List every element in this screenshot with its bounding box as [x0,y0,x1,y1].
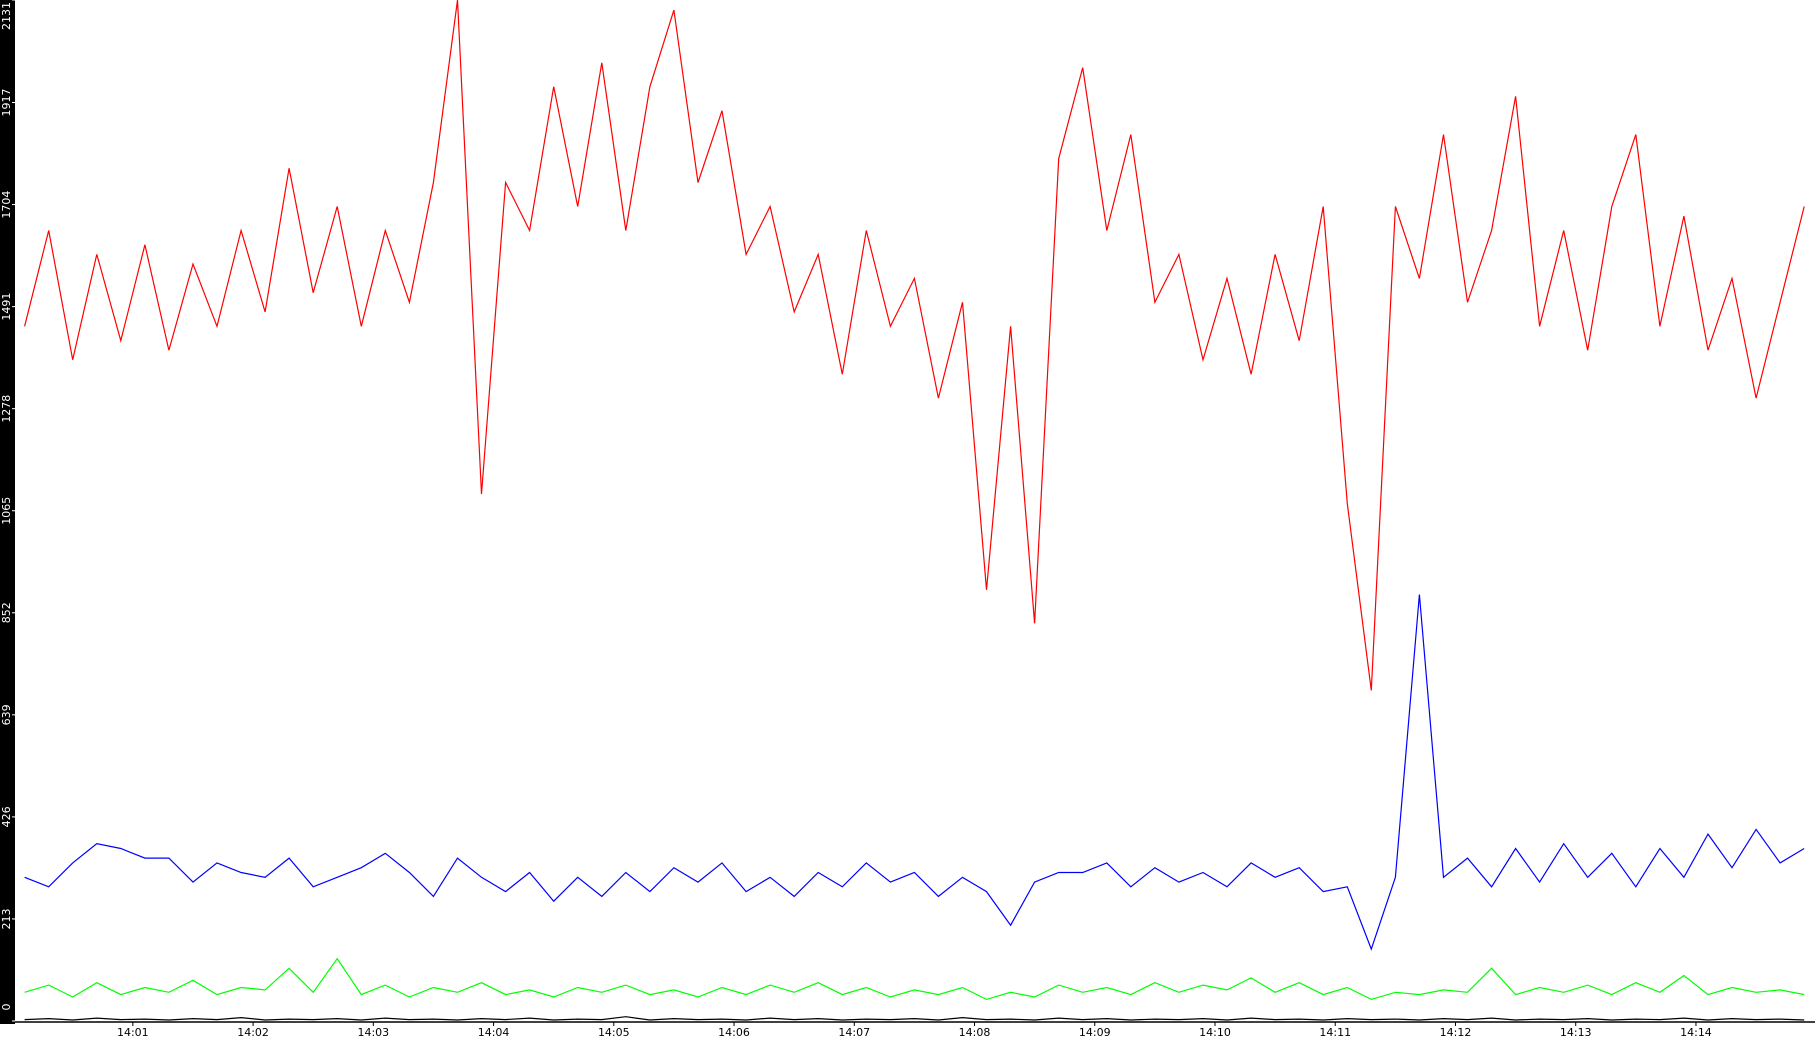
x-tick-label: 14:08 [959,1026,991,1039]
x-tick-label: 14:05 [598,1026,630,1039]
series-line [24,594,1805,951]
x-tick-label: 14:01 [117,1026,149,1039]
y-tick-label: 1491 [0,293,13,321]
x-tick-label: 14:10 [1199,1026,1231,1039]
x-tick-label: 14:14 [1680,1026,1712,1039]
x-tick-label: 14:03 [357,1026,389,1039]
y-tick-label: 1065 [0,497,13,525]
y-tick-label: 2131 [0,2,13,30]
y-tick-label: 639 [0,704,13,725]
y-axis-strip [0,0,15,1024]
x-tick-label: 14:04 [478,1026,510,1039]
y-tick-label: 0 [0,1004,13,1011]
series-line [24,957,1805,1001]
y-tick-label: 852 [0,602,13,623]
x-tick-label: 14:13 [1560,1026,1592,1039]
x-tick-label: 14:12 [1440,1026,1472,1039]
x-tick-label: 14:06 [718,1026,750,1039]
y-tick-label: 213 [0,908,13,929]
series-line [24,1016,1805,1021]
x-tick-label: 14:09 [1079,1026,1111,1039]
y-tick-label: 1917 [0,89,13,117]
y-tick-label: 1704 [0,191,13,219]
x-tick-label: 14:02 [237,1026,269,1039]
y-tick-label: 426 [0,806,13,827]
y-tick-label: 1278 [0,395,13,423]
series-line [24,0,1805,691]
x-tick-label: 14:11 [1319,1026,1351,1039]
x-tick-label: 14:07 [838,1026,870,1039]
